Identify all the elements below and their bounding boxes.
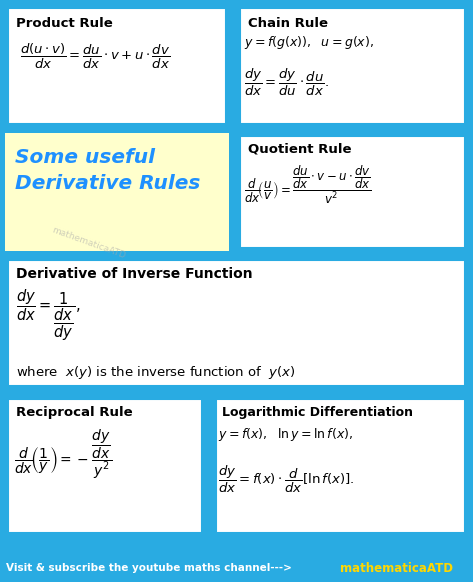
Text: Quotient Rule: Quotient Rule — [248, 143, 351, 156]
Text: where  $x(y)$ is the inverse function of  $y(x)$: where $x(y)$ is the inverse function of … — [16, 364, 296, 381]
Bar — [5, 396, 205, 536]
Text: mathematicaATD: mathematicaATD — [340, 562, 453, 574]
Text: $y = f(g(x)),\ \ u = g(x),$: $y = f(g(x)),\ \ u = g(x),$ — [244, 34, 374, 51]
Bar — [8, 260, 465, 386]
Text: $\dfrac{dy}{dx} = \dfrac{1}{\dfrac{dx}{dy}},$: $\dfrac{dy}{dx} = \dfrac{1}{\dfrac{dx}{d… — [16, 288, 80, 343]
Bar — [8, 399, 202, 533]
Text: Reciprocal Rule: Reciprocal Rule — [16, 406, 132, 419]
Text: Chain Rule: Chain Rule — [248, 17, 328, 30]
Text: $\dfrac{d}{dx}\!\left(\dfrac{1}{y}\right) = -\dfrac{\dfrac{dy}{dx}}{y^2}$: $\dfrac{d}{dx}\!\left(\dfrac{1}{y}\right… — [14, 428, 112, 481]
Text: $\dfrac{dy}{dx} = \dfrac{dy}{du} \cdot \dfrac{du}{dx}.$: $\dfrac{dy}{dx} = \dfrac{dy}{du} \cdot \… — [244, 67, 329, 98]
Text: Product Rule: Product Rule — [16, 17, 113, 30]
Bar — [5, 133, 229, 251]
Bar — [216, 399, 465, 533]
Text: $y = f(x),\ \ \ln y = \ln f(x),$: $y = f(x),\ \ \ln y = \ln f(x),$ — [218, 426, 353, 443]
Text: $\dfrac{dy}{dx} = f(x) \cdot \dfrac{d}{dx}\left[\ln f(x)\right].$: $\dfrac{dy}{dx} = f(x) \cdot \dfrac{d}{d… — [218, 464, 354, 495]
Text: $\dfrac{d(u \cdot v)}{dx} = \dfrac{du}{dx} \cdot v + u \cdot \dfrac{dv}{dx}$: $\dfrac{d(u \cdot v)}{dx} = \dfrac{du}{d… — [20, 42, 170, 71]
Bar — [8, 8, 226, 124]
Text: Logarithmic Differentiation: Logarithmic Differentiation — [222, 406, 413, 419]
Text: Some useful: Some useful — [15, 148, 155, 167]
Bar — [240, 136, 465, 248]
Text: Derivative of Inverse Function: Derivative of Inverse Function — [16, 267, 253, 281]
Bar — [237, 133, 468, 251]
Bar — [213, 396, 468, 536]
Bar — [240, 8, 465, 124]
Text: $\dfrac{d}{dx}\!\left(\dfrac{u}{v}\right) = \dfrac{\dfrac{du}{dx} \cdot v - u \c: $\dfrac{d}{dx}\!\left(\dfrac{u}{v}\right… — [244, 163, 372, 205]
Bar — [5, 257, 468, 389]
Bar — [0, 548, 473, 582]
Text: Visit & subscribe the youtube maths channel--->: Visit & subscribe the youtube maths chan… — [6, 563, 292, 573]
Bar — [237, 5, 468, 127]
Text: Derivative Rules: Derivative Rules — [15, 174, 201, 193]
Bar — [5, 5, 229, 127]
Text: mathematicaATD: mathematicaATD — [50, 225, 126, 260]
